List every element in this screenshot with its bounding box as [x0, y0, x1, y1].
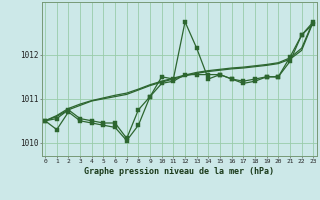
X-axis label: Graphe pression niveau de la mer (hPa): Graphe pression niveau de la mer (hPa): [84, 167, 274, 176]
